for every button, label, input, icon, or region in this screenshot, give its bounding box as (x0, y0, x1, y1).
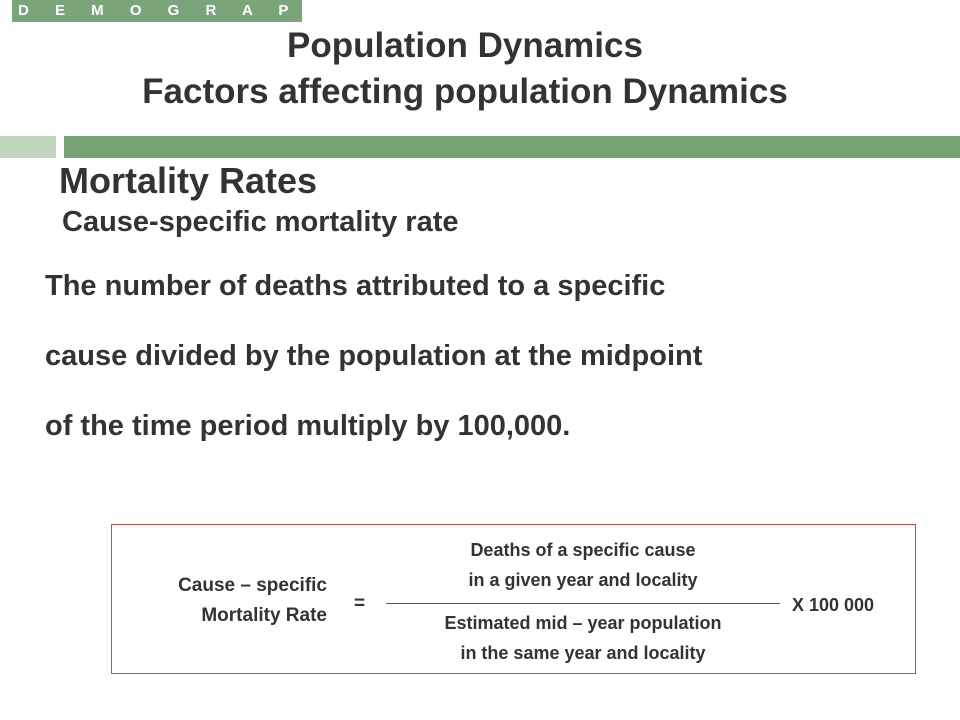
fraction-bar (386, 603, 780, 604)
formula-lhs-line-2: Mortality Rate (201, 605, 327, 626)
numerator-line-2: in a given year and locality (468, 570, 698, 590)
slide-subtitle: Factors affecting population Dynamics (142, 72, 788, 111)
formula-equals: = (354, 593, 366, 614)
denominator-line-2: in the same year and locality (460, 643, 706, 663)
section-heading: Mortality Rates (59, 160, 318, 201)
definition-line-1: The number of deaths attributed to a spe… (45, 270, 666, 302)
decorative-bar-dark (64, 136, 960, 158)
formula-numerator: Deaths of a specific cause in a given ye… (386, 535, 780, 595)
formula-lhs-line-1: Cause – specific (178, 575, 327, 596)
decorative-bar-light (0, 136, 56, 158)
formula-lhs: Cause – specific Mortality Rate (178, 571, 327, 631)
denominator-line-1: Estimated mid – year population (444, 613, 722, 633)
demography-tag: D E M O G R A P H Y (12, 0, 302, 22)
numerator-line-1: Deaths of a specific cause (470, 540, 696, 560)
definition-line-3: of the time period multiply by 100,000. (45, 410, 571, 442)
formula-box: Cause – specific Mortality Rate = Deaths… (111, 524, 916, 674)
slide-title: Population Dynamics (287, 26, 643, 65)
section-subheading: Cause-specific mortality rate (62, 206, 459, 238)
formula-multiplier: X 100 000 (792, 595, 875, 615)
definition-line-2: cause divided by the population at the m… (45, 340, 703, 372)
formula-denominator: Estimated mid – year population in the s… (386, 608, 780, 668)
